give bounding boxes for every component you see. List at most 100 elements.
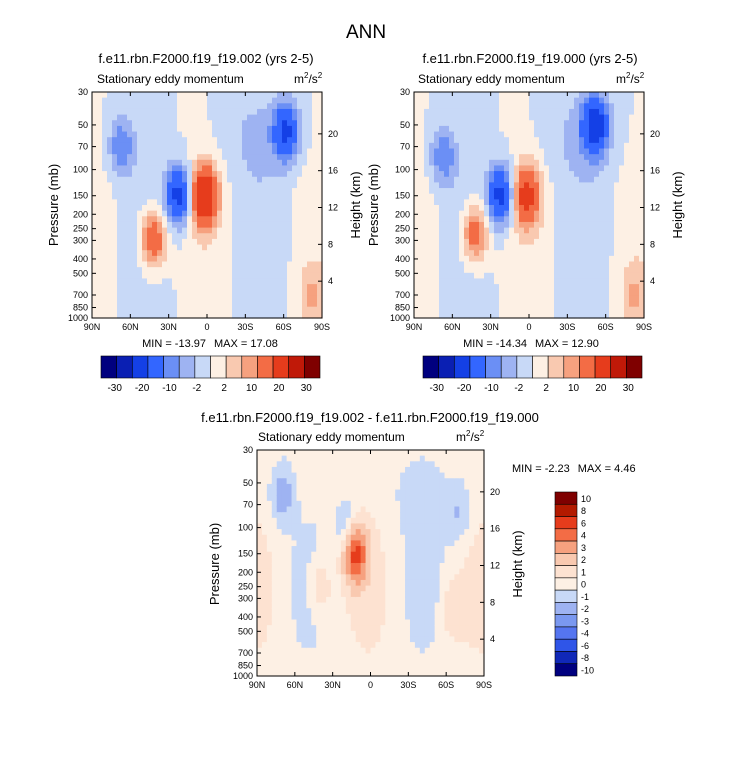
heatmap-cell xyxy=(306,585,312,592)
heatmap-cell xyxy=(539,255,545,263)
heatmap-cell xyxy=(464,255,470,263)
heatmap-cell xyxy=(434,261,440,268)
heatmap-cell xyxy=(147,125,153,133)
heatmap-cell xyxy=(434,238,440,246)
heatmap-cell xyxy=(177,154,183,161)
heatmap-cell xyxy=(316,568,322,575)
heatmap-cell xyxy=(375,659,381,666)
colorbar-swatch xyxy=(147,355,164,379)
heatmap-cell xyxy=(242,114,248,121)
heatmap-cell xyxy=(360,602,367,609)
heatmap-cell xyxy=(629,92,635,99)
heatmap-cell xyxy=(192,188,198,195)
heatmap-cell xyxy=(296,506,303,513)
heatmap-cell xyxy=(102,193,108,200)
x-tick-label: 90S xyxy=(314,322,330,332)
heatmap-cell xyxy=(292,108,298,116)
heatmap-cell xyxy=(619,210,625,217)
heatmap-cell xyxy=(564,255,570,263)
heatmap-cell xyxy=(247,210,253,217)
heatmap-cell xyxy=(574,188,580,195)
heatmap-cell xyxy=(619,284,625,291)
heatmap-cell xyxy=(489,210,495,217)
heatmap-cell xyxy=(639,216,645,223)
heatmap-cell xyxy=(609,171,615,178)
heatmap-cell xyxy=(137,221,143,229)
heatmap-cell xyxy=(242,216,248,223)
heatmap-cell xyxy=(414,306,420,313)
heatmap-cell xyxy=(317,227,323,234)
heatmap-cell xyxy=(335,551,342,558)
heatmap-cell xyxy=(375,619,381,626)
heatmap-cell xyxy=(297,131,303,138)
heatmap-cell xyxy=(312,125,318,133)
heatmap-cell xyxy=(102,250,108,257)
heatmap-cell xyxy=(217,125,223,133)
heatmap-cell xyxy=(350,630,357,638)
heatmap-cell xyxy=(449,267,455,274)
heatmap-cell xyxy=(634,159,640,167)
heatmap-cell xyxy=(97,148,103,155)
heatmap-cell xyxy=(122,120,128,127)
heatmap-cell xyxy=(429,221,435,229)
heatmap-cell xyxy=(345,670,352,677)
heatmap-cell xyxy=(554,120,560,127)
heatmap-cell xyxy=(534,233,540,240)
heatmap-cell xyxy=(449,244,455,251)
heatmap-cell xyxy=(286,602,293,609)
heatmap-cell xyxy=(147,137,153,144)
heatmap-cell xyxy=(277,125,283,133)
heatmap-cell xyxy=(132,125,138,133)
heatmap-cell xyxy=(385,472,391,479)
heatmap-cell xyxy=(474,216,480,223)
heatmap-cell xyxy=(365,653,372,660)
heatmap-cell xyxy=(499,312,505,319)
heatmap-cell xyxy=(267,97,273,104)
heatmap-cell xyxy=(326,608,332,615)
heatmap-cell xyxy=(306,591,312,598)
heatmap-cell xyxy=(474,244,480,251)
heatmap-cell xyxy=(559,205,565,212)
heatmap-cell xyxy=(544,250,550,257)
colorbar-swatch xyxy=(626,355,643,379)
heatmap-cell xyxy=(584,267,590,274)
heatmap-cell xyxy=(287,210,293,217)
heatmap-cell xyxy=(306,517,312,525)
heatmap-cell xyxy=(107,267,113,274)
heatmap-cell xyxy=(312,261,318,268)
heatmap-cell xyxy=(252,97,258,104)
heatmap-cell xyxy=(97,142,103,150)
heatmap-cell xyxy=(529,97,535,104)
heatmap-cell xyxy=(242,306,248,313)
heatmap-cell xyxy=(424,142,430,150)
heatmap-cell xyxy=(459,114,465,121)
heatmap-cell xyxy=(539,295,545,302)
heatmap-cell xyxy=(92,131,98,138)
heatmap-cell xyxy=(489,312,495,319)
heatmap-cell xyxy=(429,182,435,189)
heatmap-cell xyxy=(499,125,505,133)
heatmap-cell xyxy=(564,97,570,104)
heatmap-cell xyxy=(286,450,293,457)
colorbar-swatch xyxy=(163,355,180,379)
heatmap-cell xyxy=(307,159,313,167)
heatmap-cell xyxy=(539,216,545,223)
heatmap-cell xyxy=(355,608,362,615)
heatmap-cell xyxy=(559,131,565,138)
heatmap-cell xyxy=(489,289,495,296)
heatmap-cell xyxy=(494,103,500,110)
heatmap-cell xyxy=(599,261,605,268)
heatmap-cell xyxy=(444,97,450,104)
heatmap-cell xyxy=(564,210,570,217)
heatmap-cell xyxy=(370,551,377,558)
heatmap-cell xyxy=(459,255,465,263)
heatmap-cell xyxy=(424,244,430,251)
heatmap-cell xyxy=(370,500,377,508)
heatmap-cell xyxy=(172,148,178,155)
heatmap-cell xyxy=(291,602,298,609)
heatmap-cell xyxy=(237,210,243,217)
x-tick-label: 60S xyxy=(276,322,292,332)
heatmap-cell xyxy=(380,574,386,581)
heatmap-cell xyxy=(579,103,585,110)
heatmap-cell xyxy=(232,108,238,116)
